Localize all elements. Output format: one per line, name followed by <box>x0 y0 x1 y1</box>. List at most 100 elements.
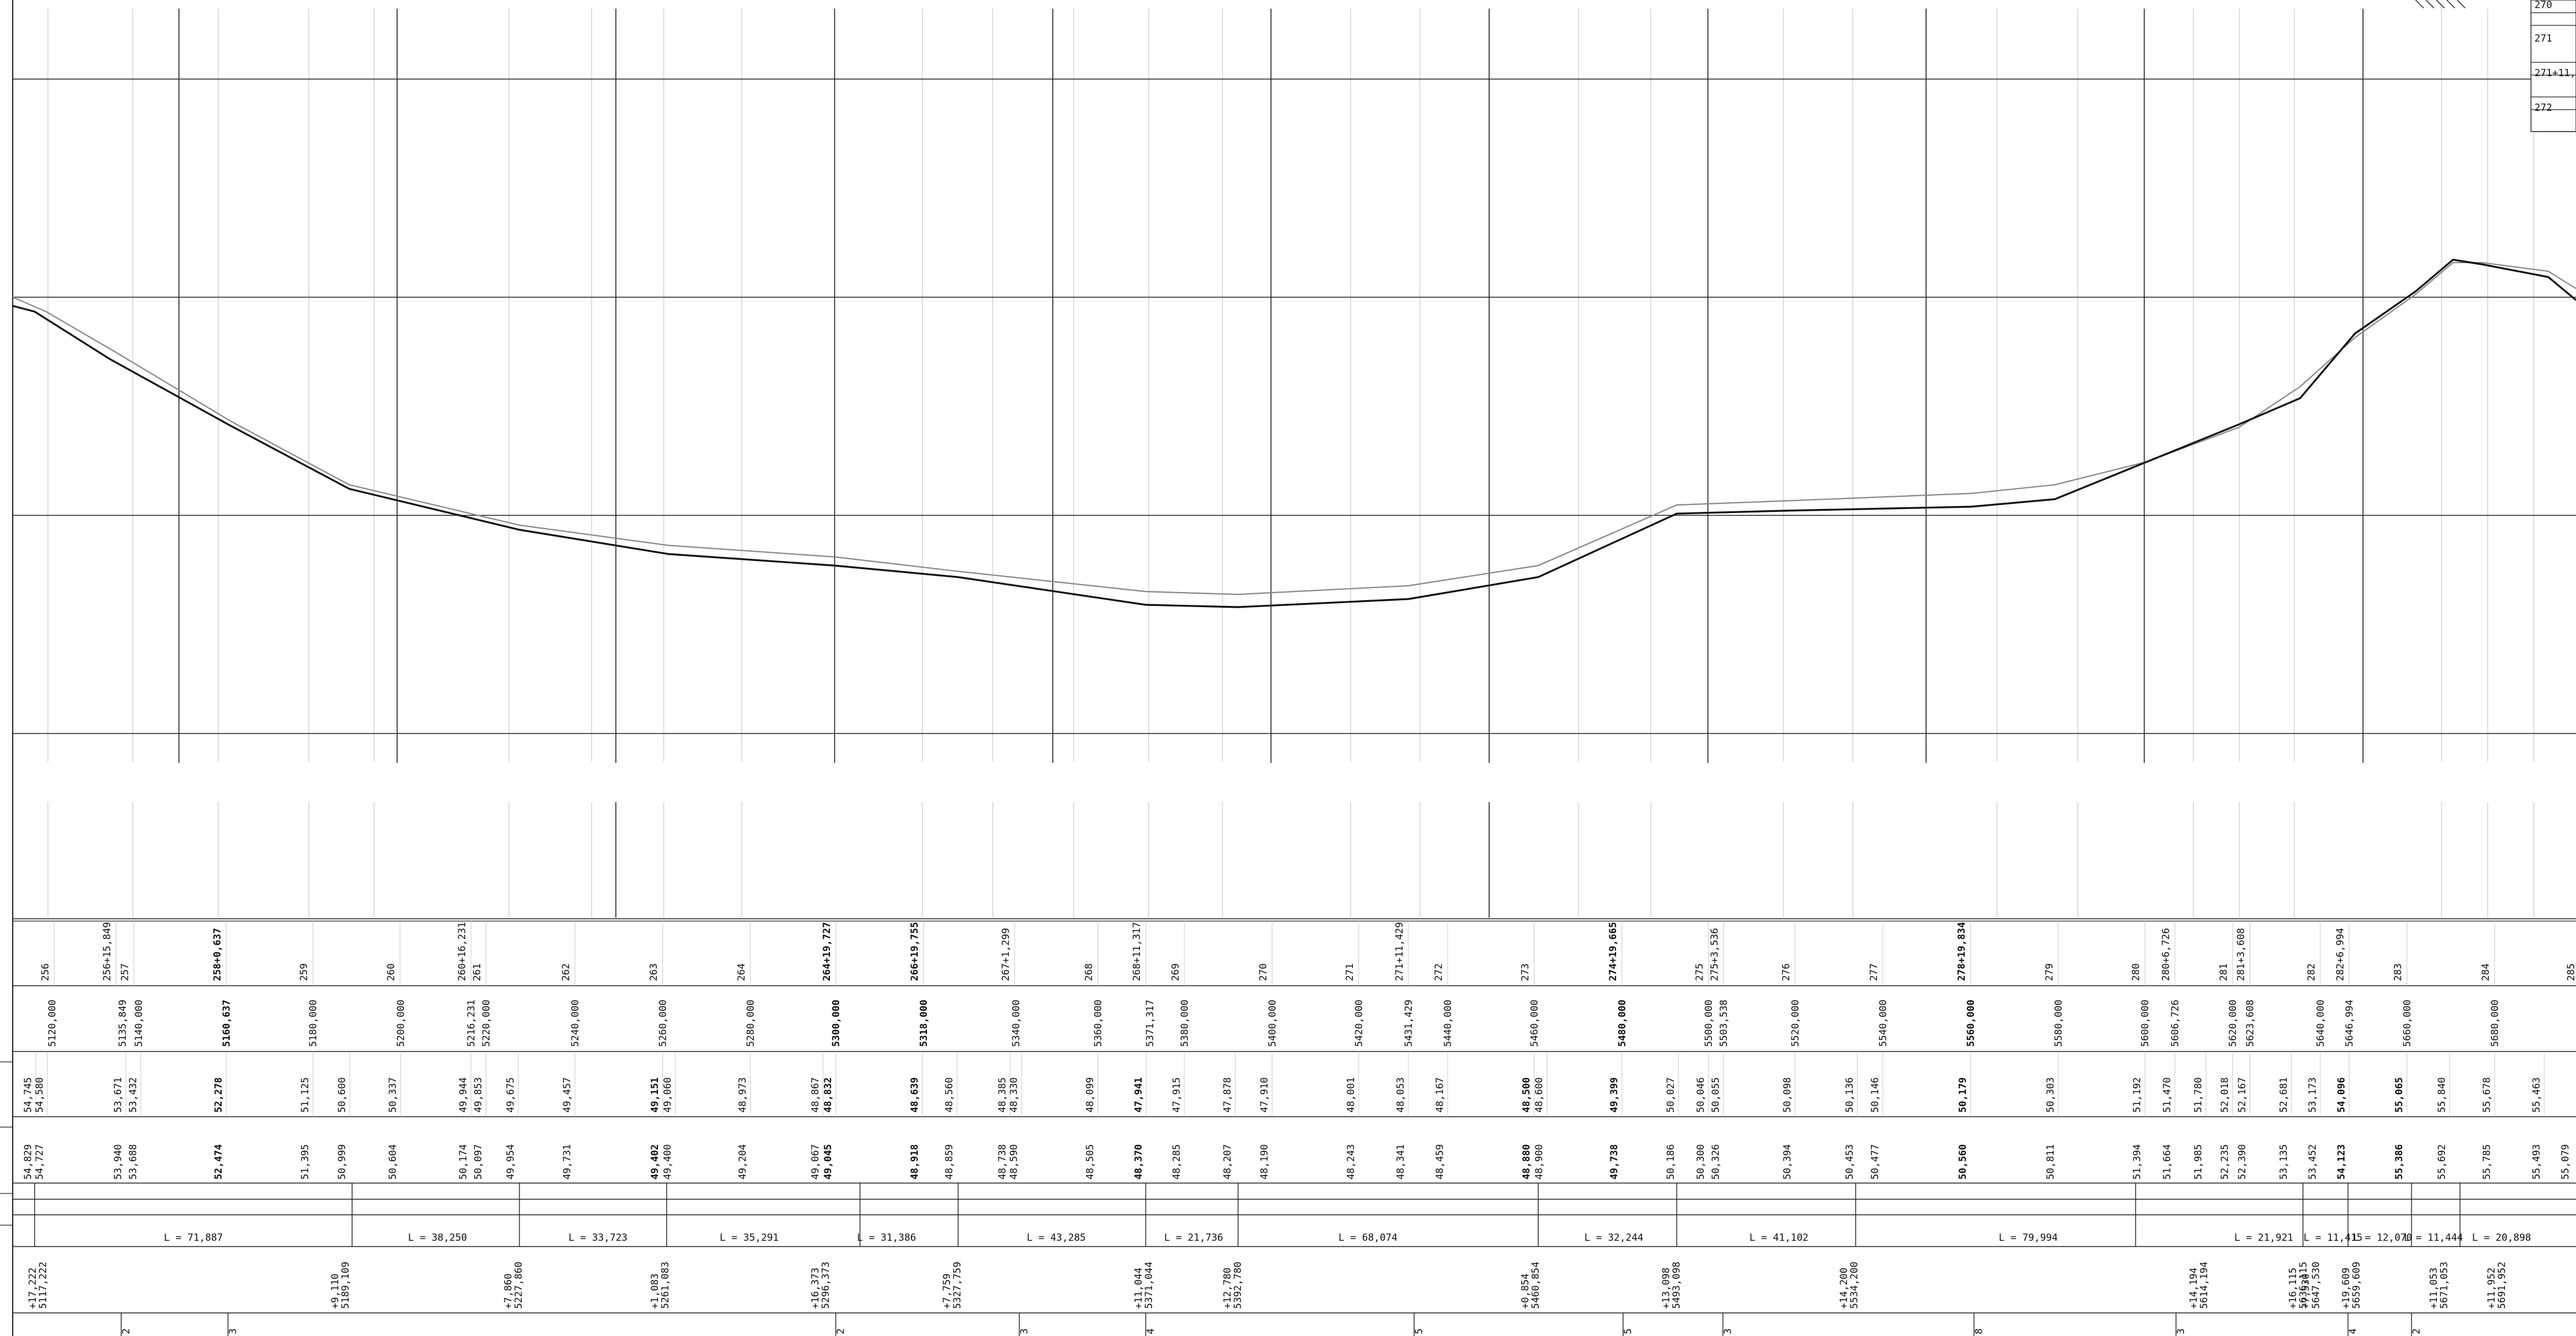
station-label-34: 282+6,994 <box>2335 928 2346 981</box>
station-label-20: 272 <box>1433 963 1445 981</box>
existing-elevation-43: 52,235 <box>2219 1144 2231 1180</box>
design-elevation-24: 47,878 <box>1222 1077 1233 1113</box>
design-elevation-26: 48,001 <box>1345 1077 1357 1113</box>
vertex-label-21: 5534,200 <box>1849 1262 1860 1309</box>
distance-label-26: 5540,000 <box>1878 1000 1889 1047</box>
existing-elevation-47: 54,123 <box>2336 1144 2347 1180</box>
existing-elevation-39: 50,811 <box>2045 1144 2057 1180</box>
design-elevation-38: 50,179 <box>1957 1077 1969 1113</box>
design-elevation-13: 49,060 <box>662 1077 674 1113</box>
distance-label-19: 5431,429 <box>1403 1000 1415 1047</box>
vertex-label-3: 5189,109 <box>340 1262 352 1309</box>
design-elevation-4: 52,278 <box>213 1077 225 1113</box>
design-elevation-19: 48,385 <box>997 1077 1008 1113</box>
hatch-mark-3 <box>2446 0 2455 9</box>
existing-elevation-13: 49,400 <box>662 1144 674 1180</box>
existing-elevation-46: 53,452 <box>2307 1144 2319 1180</box>
station-label-27: 278+19,834 <box>1956 922 1968 981</box>
distance-label-25: 5520,000 <box>1790 1000 1801 1047</box>
vertex-label-5: 5227,860 <box>513 1262 525 1309</box>
vertex-label-15: 5392,780 <box>1232 1262 1244 1309</box>
existing-elevation-31: 49,738 <box>1609 1144 1620 1180</box>
segment-length-9: L = 41,102 <box>1749 1232 1808 1244</box>
existing-elevation-16: 49,045 <box>822 1144 834 1180</box>
existing-elevation-48: 55,386 <box>2394 1144 2405 1180</box>
existing-elevation-50: 55,785 <box>2481 1144 2493 1180</box>
segment-length-2: L = 33,723 <box>569 1232 627 1244</box>
vertex-label-14: +12,780 <box>1222 1267 1233 1309</box>
existing-elevation-17: 48,918 <box>909 1144 921 1180</box>
existing-elevation-51: 55,493 <box>2531 1144 2543 1180</box>
design-elevation-51: 55,463 <box>2531 1077 2543 1113</box>
existing-elevation-42: 51,985 <box>2193 1144 2204 1180</box>
segment-length-12: L = 11,415 <box>2304 1232 2362 1244</box>
existing-elevation-1: 54,727 <box>34 1144 46 1180</box>
vertex-label-1: 5117,222 <box>38 1262 49 1309</box>
design-elevation-22: 47,941 <box>1133 1077 1145 1113</box>
distance-label-13: 5340,000 <box>1011 1000 1022 1047</box>
distance-label-3: 5160,637 <box>221 1000 233 1047</box>
station-label-25: 276 <box>1781 963 1792 981</box>
existing-elevation-38: 50,560 <box>1957 1144 1969 1180</box>
distance-label-8: 5240,000 <box>570 1000 581 1047</box>
distance-label-24: 5503,538 <box>1718 1000 1730 1047</box>
distance-label-15: 5371,317 <box>1145 1000 1156 1047</box>
vertex-label-0: +17,222 <box>27 1267 39 1309</box>
existing-elevation-6: 50,999 <box>337 1144 348 1180</box>
existing-elevation-34: 50,326 <box>1710 1144 1722 1180</box>
bottom-label-1: 3 <box>227 1328 239 1334</box>
design-elevation-37: 50,146 <box>1870 1077 1881 1113</box>
vertex-label-13: 5371,044 <box>1143 1262 1155 1309</box>
design-elevation-23: 47,915 <box>1171 1077 1183 1113</box>
profile-plot-area <box>12 0 2576 1336</box>
distance-label-33: 5640,000 <box>2315 1000 2327 1047</box>
existing-elevation-28: 48,459 <box>1434 1144 1446 1180</box>
existing-elevation-4: 52,474 <box>213 1144 225 1180</box>
bottom-label-4: 4 <box>1145 1328 1157 1334</box>
design-elevation-12: 49,151 <box>649 1077 661 1113</box>
vertex-label-4: +7,860 <box>503 1274 514 1309</box>
distance-label-20: 5440,000 <box>1442 1000 1454 1047</box>
distance-label-16: 5380,000 <box>1179 1000 1191 1047</box>
bottom-label-5: 5 <box>1414 1328 1425 1334</box>
station-label-28: 279 <box>2044 963 2055 981</box>
design-elevation-11: 49,457 <box>562 1077 573 1113</box>
existing-elevation-18: 48,859 <box>944 1144 955 1180</box>
station-label-31: 281 <box>2218 963 2230 981</box>
distance-label-18: 5420,000 <box>1354 1000 1365 1047</box>
existing-elevation-23: 48,285 <box>1171 1144 1183 1180</box>
design-elevation-44: 52,167 <box>2237 1077 2248 1113</box>
design-elevation-30: 48,600 <box>1534 1077 1545 1113</box>
distance-label-5: 5200,000 <box>395 1000 407 1047</box>
design-elevation-35: 50,098 <box>1782 1077 1793 1113</box>
station-label-13: 267+1,299 <box>1000 928 1012 981</box>
existing-elevation-20: 48,590 <box>1008 1144 1020 1180</box>
distance-label-17: 5400,000 <box>1267 1000 1278 1047</box>
existing-elevation-22: 48,370 <box>1133 1144 1145 1180</box>
design-elevation-2: 53,671 <box>113 1077 124 1113</box>
station-label-36: 284 <box>2480 963 2492 981</box>
corner-station-2: 271+11,4 <box>2534 68 2576 79</box>
vertex-label-25: 5636,115 <box>2298 1262 2309 1309</box>
station-label-15: 268+11,317 <box>1131 922 1143 981</box>
design-elevation-48: 55,065 <box>2394 1077 2405 1113</box>
segment-length-8: L = 32,244 <box>1584 1232 1643 1244</box>
bottom-label-6: 5 <box>1622 1328 1634 1334</box>
design-elevation-45: 52,681 <box>2278 1077 2290 1113</box>
distance-label-23: 5500,000 <box>1703 1000 1715 1047</box>
station-label-16: 269 <box>1170 963 1182 981</box>
station-label-23: 275 <box>1694 963 1706 981</box>
station-label-32: 281+3,608 <box>2235 928 2247 981</box>
existing-elevation-49: 55,692 <box>2436 1144 2448 1180</box>
station-label-17: 270 <box>1258 963 1269 981</box>
station-label-4: 259 <box>298 963 310 981</box>
station-label-10: 264 <box>736 963 747 981</box>
segment-length-0: L = 71,887 <box>164 1232 223 1244</box>
segment-length-7: L = 68,074 <box>1339 1232 1397 1244</box>
design-grade-line <box>12 259 2576 608</box>
vertex-label-20: +14,200 <box>1838 1267 1850 1309</box>
existing-elevation-7: 50,604 <box>387 1144 399 1180</box>
design-elevation-41: 51,470 <box>2162 1077 2173 1113</box>
station-label-33: 282 <box>2306 963 2317 981</box>
